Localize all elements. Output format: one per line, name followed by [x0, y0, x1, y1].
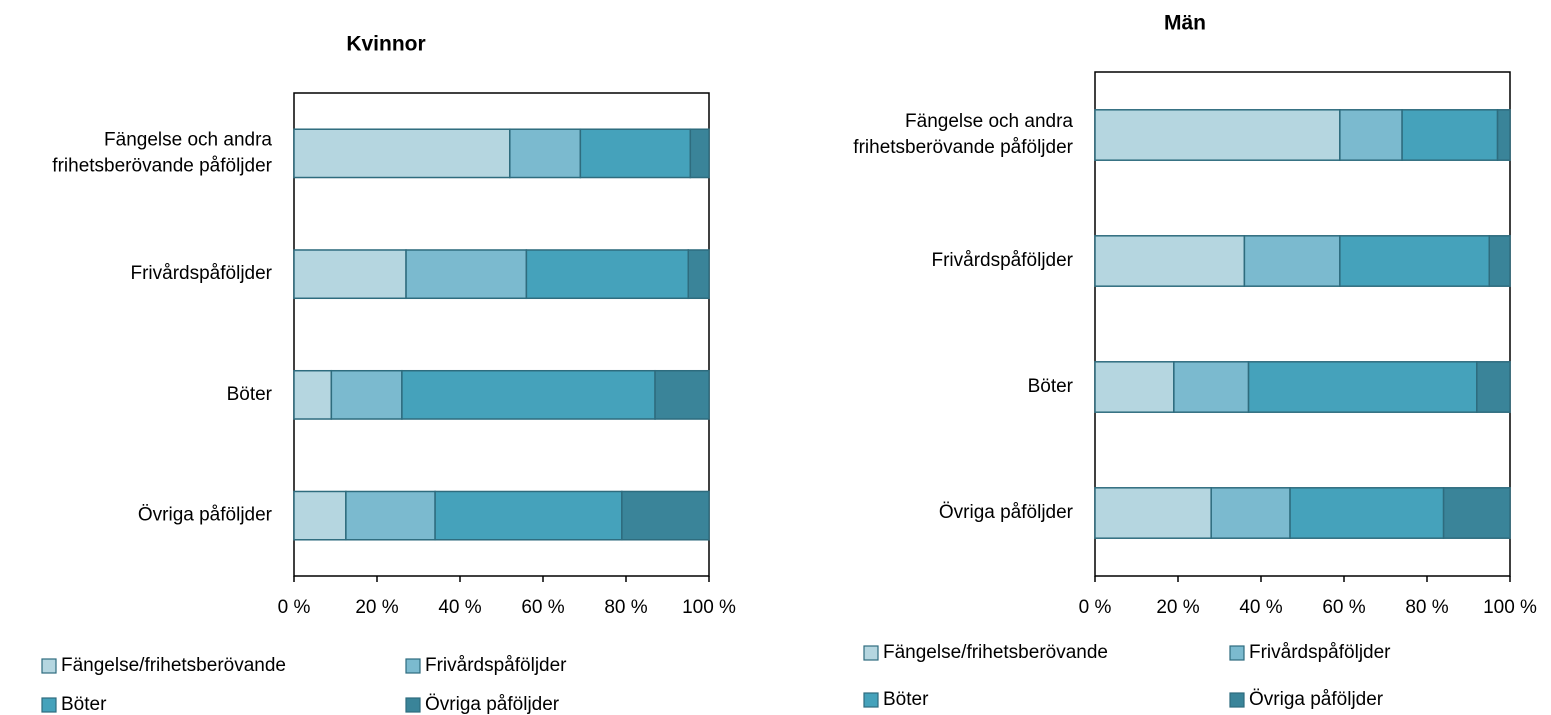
chart-title: Kvinnor [346, 33, 425, 56]
plot-frame [1094, 71, 1511, 577]
bar-segment [1094, 361, 1175, 413]
x-tick-label: 0 % [1079, 597, 1112, 618]
bar-segment [401, 369, 656, 420]
plot-frame [293, 92, 710, 577]
y-tick-label: Böter [1028, 376, 1074, 397]
legend-label: Böter [883, 689, 929, 710]
legend-swatch [405, 697, 421, 713]
legend-swatch [863, 692, 879, 708]
bar-segment [687, 249, 710, 300]
legend-swatch [41, 697, 57, 713]
x-tick-label: 100 % [682, 597, 736, 618]
x-tick-label: 0 % [278, 597, 311, 618]
y-tick-label: Frivårdspåföljder [932, 250, 1074, 271]
bar-segment [345, 490, 436, 541]
bar-segment [1247, 361, 1478, 413]
legend-label: Övriga påföljder [425, 694, 560, 715]
legend-swatch [41, 658, 57, 674]
x-tick-label: 100 % [1483, 597, 1537, 618]
bar-segment [1243, 235, 1341, 287]
y-tick-label: Övriga påföljder [939, 502, 1074, 523]
bar-segment [1488, 235, 1511, 287]
bar-segment [1339, 109, 1403, 161]
bar-segment [1476, 361, 1511, 413]
bar-segment [1094, 235, 1246, 287]
bar-segment [1094, 109, 1341, 161]
y-tick-label: Fängelse och andra frihetsberövande påföl… [853, 111, 1073, 158]
bar-segment [1442, 487, 1511, 539]
bar-segment [293, 490, 347, 541]
bar-segment [1210, 487, 1291, 539]
bar-segment [654, 369, 710, 420]
bar-segment [293, 249, 407, 300]
legend-label: Övriga påföljder [1249, 689, 1384, 710]
bar-segment [509, 128, 582, 179]
bar-segment [621, 490, 710, 541]
legend-swatch [405, 658, 421, 674]
legend-swatch [1229, 692, 1245, 708]
legend-label: Frivårdspåföljder [1249, 642, 1391, 663]
bar-segment [405, 249, 528, 300]
bar-segment [1339, 235, 1490, 287]
legend-label: Fängelse/frihetsberövande [883, 642, 1108, 663]
legend-label: Fängelse/frihetsberövande [61, 655, 286, 676]
bar-segment [1094, 487, 1212, 539]
bar-segment [1173, 361, 1250, 413]
legend-swatch [1229, 645, 1245, 661]
bar-segment [1401, 109, 1499, 161]
x-tick-label: 80 % [604, 597, 647, 618]
legend-label: Frivårdspåföljder [425, 655, 567, 676]
bar-segment [689, 128, 710, 179]
x-tick-label: 60 % [521, 597, 564, 618]
y-tick-label: Böter [227, 384, 273, 405]
x-tick-label: 60 % [1322, 597, 1365, 618]
x-tick-label: 20 % [1156, 597, 1199, 618]
legend-swatch [863, 645, 879, 661]
x-tick-label: 40 % [1239, 597, 1282, 618]
bar-segment [293, 369, 333, 420]
y-tick-label: Fängelse och andra frihetsberövande påföl… [52, 129, 272, 176]
bar-segment [1289, 487, 1445, 539]
bar-segment [1496, 109, 1511, 161]
y-tick-label: Övriga påföljder [138, 505, 273, 526]
bar-segment [330, 369, 403, 420]
x-tick-label: 80 % [1405, 597, 1448, 618]
x-tick-label: 40 % [438, 597, 481, 618]
bar-segment [579, 128, 692, 179]
bar-segment [293, 128, 511, 179]
bar-segment [525, 249, 690, 300]
legend-label: Böter [61, 694, 107, 715]
bar-segment [434, 490, 623, 541]
x-tick-label: 20 % [355, 597, 398, 618]
y-tick-label: Frivårdspåföljder [131, 263, 273, 284]
chart-title: Män [1164, 12, 1206, 35]
